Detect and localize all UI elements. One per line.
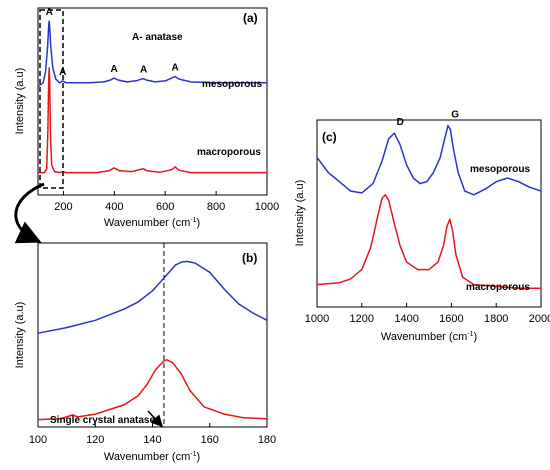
x-tick-label: 600: [156, 201, 174, 213]
peak-label-G: G: [451, 110, 459, 121]
single-crystal-anatase-label: Single crystal anatase: [50, 415, 155, 426]
panel-b-frame: [37, 242, 268, 428]
panel-b: 100 120 140 160 180 (b) Single crystal anata…: [14, 242, 276, 463]
anatase-peak-marker: A: [46, 7, 53, 18]
peak-label-D: D: [397, 117, 404, 128]
x-tick-label: 160: [201, 434, 219, 446]
x-tick-label: 1400: [394, 313, 418, 325]
panel-c-label: (c): [322, 130, 337, 144]
x-tick-label: 2000: [529, 313, 550, 325]
panel-a-x-axis-label: Wavenumber (cm-1): [104, 217, 200, 229]
panel-a: 200 400 600 800 1000 (a) A- anatase A A A A A me…: [14, 7, 279, 229]
panel-b-x-axis-label: Wavenumber (cm-1): [104, 451, 200, 463]
panel-b-x-ticks: 100 120 140 160 180: [29, 423, 276, 446]
x-tick-label: 120: [86, 434, 104, 446]
panel-a-label: (a): [243, 11, 258, 25]
series-line-mesoporous: [37, 20, 267, 88]
x-tick-label: 180: [258, 434, 276, 446]
panel-a-series: [37, 20, 267, 174]
panel-a-frame: [37, 7, 268, 196]
anatase-peak-marker: A: [140, 65, 147, 76]
anatase-peak-marker: A: [59, 67, 66, 78]
panel-c-x-axis-label: Wavenumber (cm-1): [381, 331, 477, 343]
panel-c-series-label-macroporous: macroporous: [466, 282, 530, 293]
panel-c-series-label-mesoporous: mesoporous: [470, 164, 530, 175]
series-line-mesoporous: [37, 260, 268, 334]
anatase-peak-marker: A: [110, 64, 117, 75]
x-tick-label: 1600: [439, 313, 463, 325]
connector-arrow: [14, 182, 45, 244]
series-line-macroporous: [316, 194, 541, 290]
panel-b-label: (b): [242, 251, 257, 265]
series-line-mesoporous: [316, 124, 542, 196]
panel-c-x-ticks: 1000 1200 1400 1600 1800 2000: [305, 303, 550, 325]
x-tick-label: 1000: [255, 201, 279, 213]
panel-b-y-axis-label: Intensity (a.u): [14, 302, 26, 369]
panel-a-series-label-mesoporous: mesoporous: [202, 79, 262, 90]
single-crystal-arrow: [147, 410, 164, 428]
panel-a-y-axis-label: Intensity (a.u): [14, 68, 26, 135]
panel-c: 100012001400160018002000 (c) DG mesoporo…: [294, 110, 550, 343]
x-tick-label: 140: [143, 434, 161, 446]
series-line-macroporous: [37, 359, 268, 421]
series-line-macroporous: [38, 67, 267, 174]
x-tick-label: 100: [29, 434, 47, 446]
panel-c-frame: [316, 119, 542, 308]
panel-c-y-axis-label: Intensity (a.u): [294, 180, 306, 247]
x-tick-label: 1000: [305, 313, 329, 325]
panel-b-series: [37, 260, 268, 421]
anatase-peak-marker: A: [172, 63, 179, 74]
panel-c-series: [316, 124, 542, 290]
panel-c-peak-labels: DG: [397, 110, 460, 128]
anatase-legend-text: A- anatase: [132, 32, 183, 43]
x-tick-label: 1200: [350, 313, 374, 325]
panel-a-series-label-macroporous: macroporous: [197, 147, 261, 158]
x-tick-label: 1800: [484, 313, 508, 325]
x-tick-label: 200: [54, 201, 72, 213]
panel-a-peak-markers: A A A A A: [46, 7, 179, 78]
x-tick-label: 400: [105, 201, 123, 213]
panel-a-x-ticks: 200 400 600 800 1000: [54, 191, 279, 213]
panel-a-highlight-box: [39, 9, 64, 189]
x-tick-label: 800: [207, 201, 225, 213]
